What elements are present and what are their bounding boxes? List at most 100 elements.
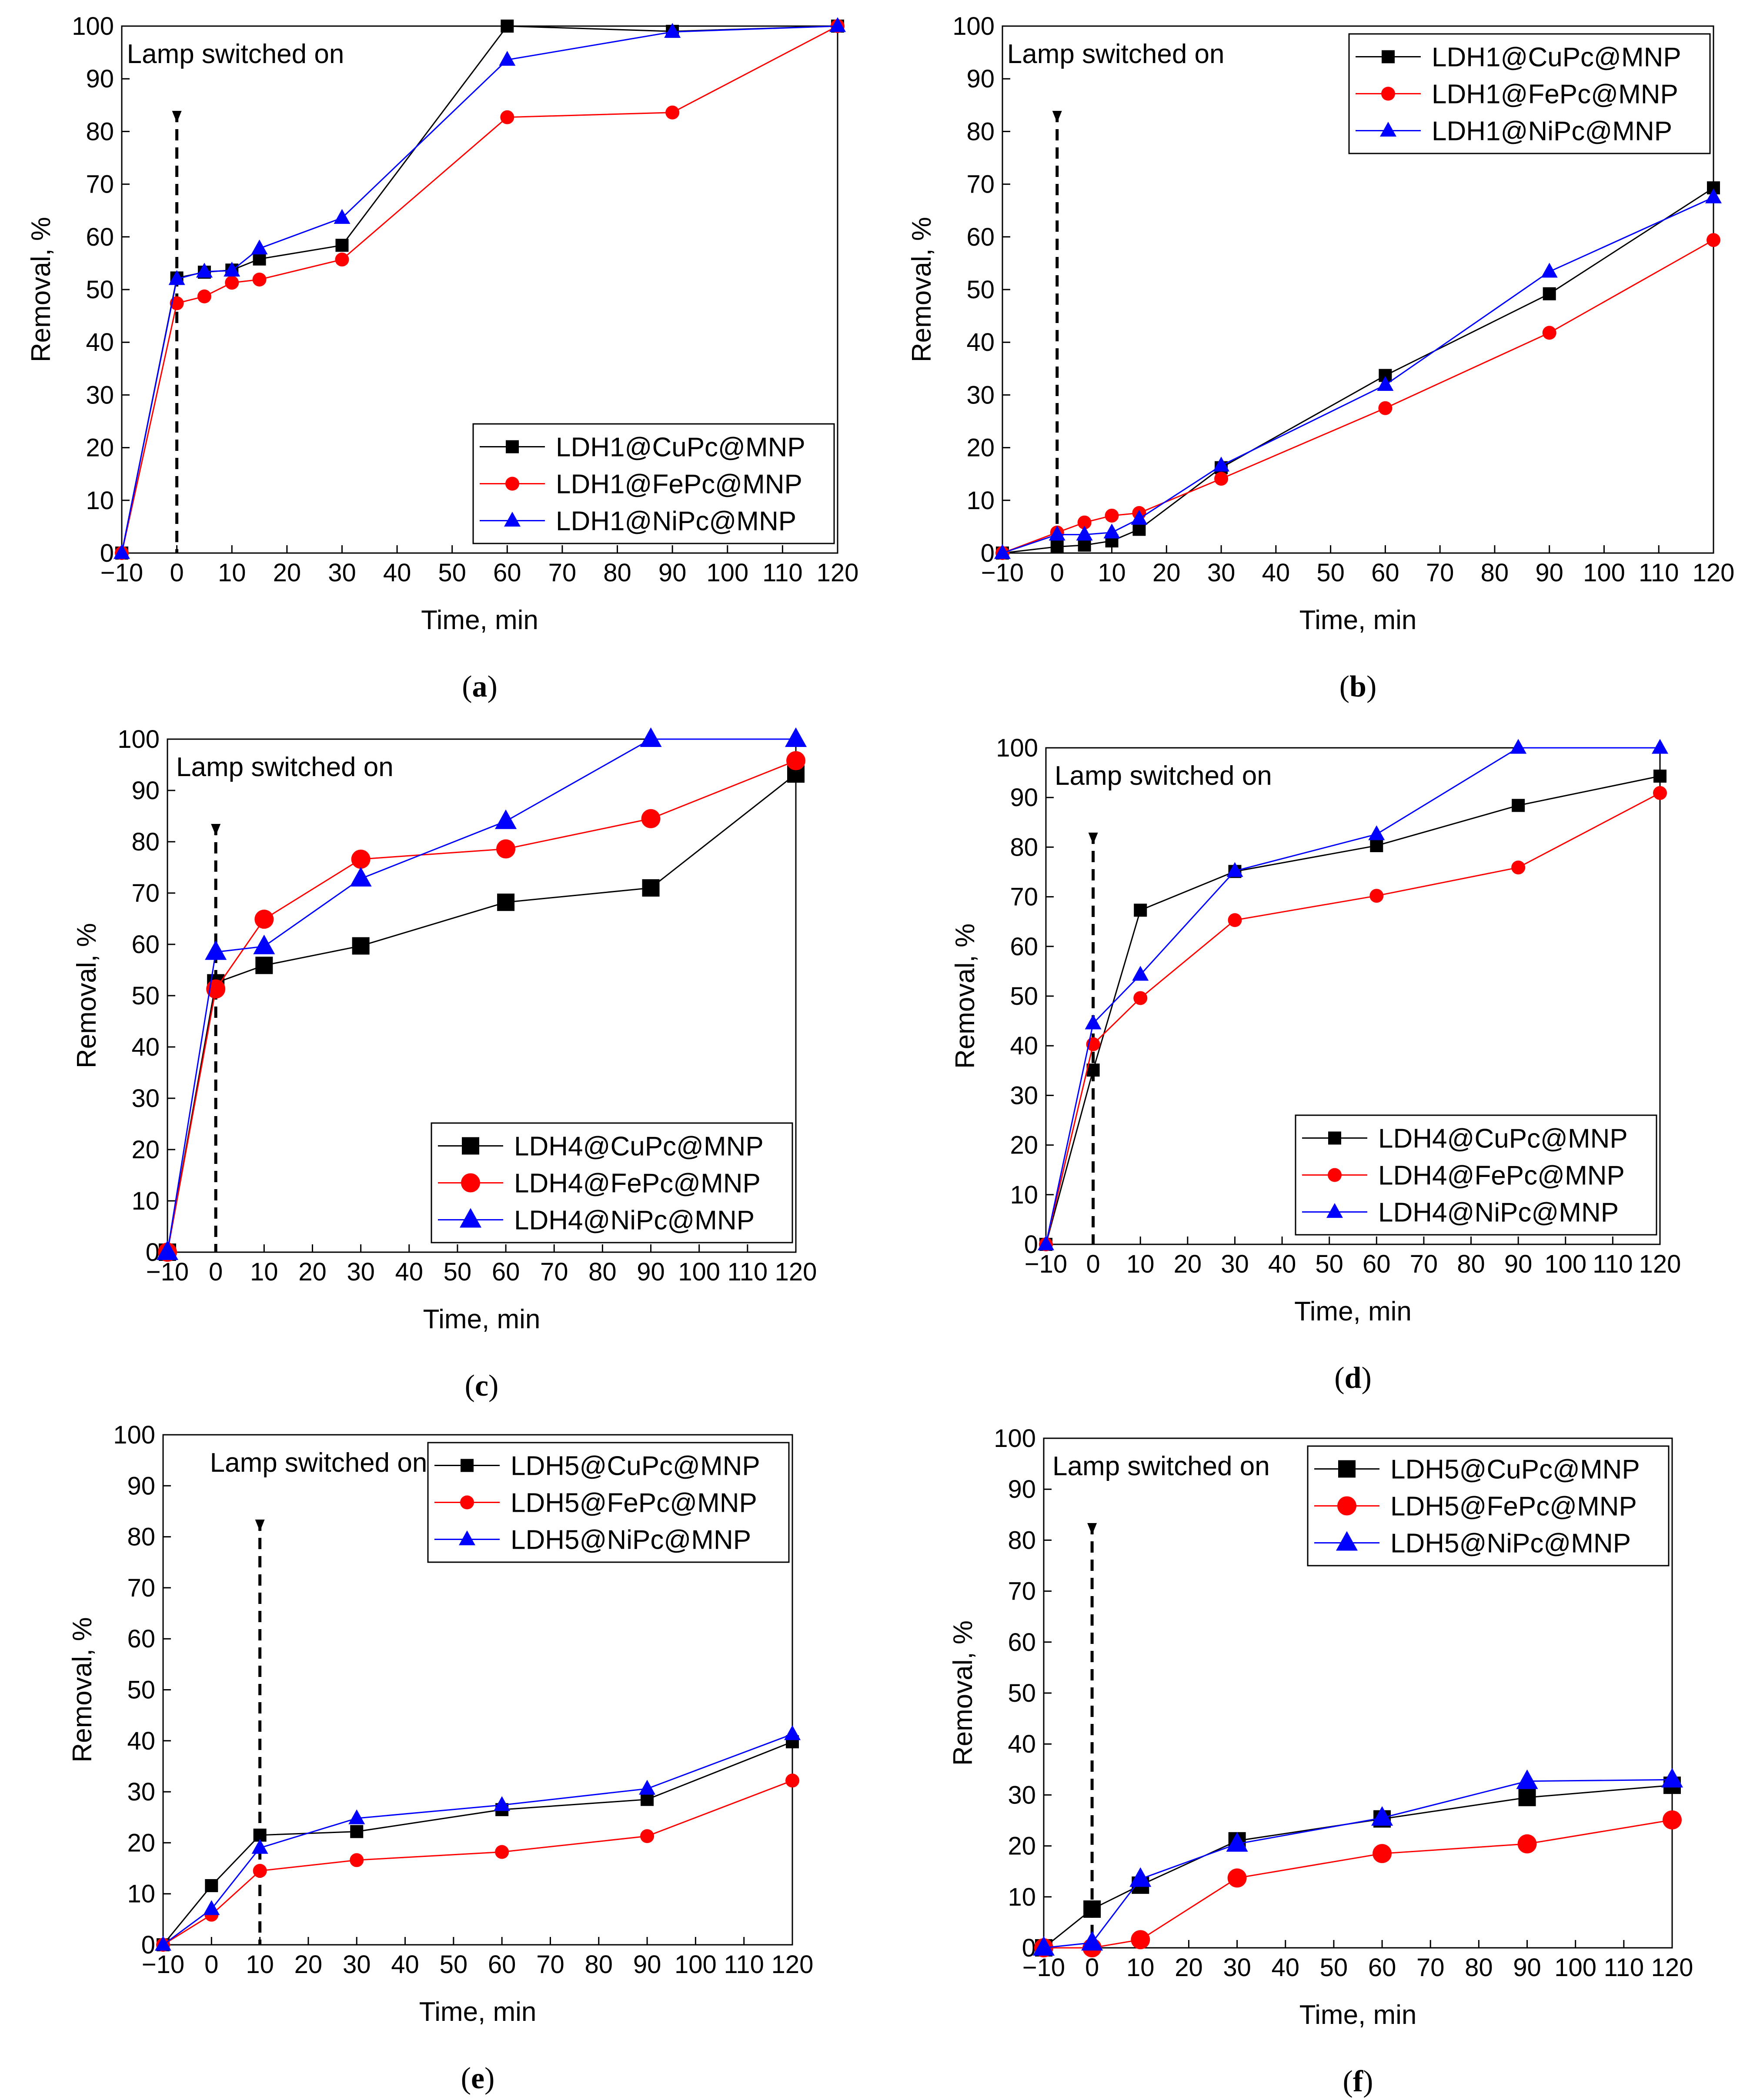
data-point (640, 1829, 655, 1843)
data-point (114, 544, 130, 559)
x-tick-label: 50 (1320, 1953, 1348, 1982)
x-tick-label: 100 (1554, 1953, 1596, 1982)
legend-entry: LDH4@FePc@MNP (1378, 1161, 1625, 1191)
data-point (500, 110, 514, 124)
x-tick-label: 90 (1513, 1953, 1541, 1982)
data-point (335, 239, 349, 252)
y-tick-label: 30 (127, 1778, 155, 1806)
legend-marker (1380, 121, 1396, 137)
series-line-1 (1002, 239, 1714, 554)
y-tick-label: 10 (127, 1880, 155, 1908)
data-point (784, 1725, 801, 1740)
x-tick-label: 110 (724, 1950, 764, 1979)
x-tick-label: 0 (1050, 559, 1064, 587)
x-tick-label: 90 (658, 559, 687, 587)
legend-marker (461, 1459, 474, 1472)
data-point (496, 839, 516, 859)
y-tick-label: 100 (952, 12, 995, 40)
data-point (786, 751, 805, 770)
y-tick-label: 0 (100, 539, 114, 567)
y-tick-label: 60 (131, 930, 160, 959)
lamp-label: Lamp switched on (210, 1448, 427, 1478)
y-tick-label: 10 (1008, 1883, 1036, 1911)
data-point (642, 879, 660, 897)
x-axis-label: Time, min (1299, 2000, 1417, 2030)
legend-entry: LDH5@CuPc@MNP (511, 1451, 760, 1481)
x-tick-label: 40 (1262, 559, 1290, 587)
data-point (225, 276, 239, 290)
x-tick-label: 90 (1535, 559, 1563, 587)
data-point (1368, 825, 1385, 840)
y-tick-label: 60 (1008, 1628, 1036, 1657)
data-point (350, 867, 372, 887)
x-tick-label: 60 (1363, 1250, 1391, 1278)
x-tick-label: 80 (588, 1258, 617, 1286)
data-point (1050, 540, 1064, 553)
data-point (1518, 1789, 1536, 1807)
y-tick-label: 40 (1010, 1032, 1038, 1060)
y-tick-label: 70 (86, 170, 114, 199)
chart-panel-f: −10 0 10 20 30 40 50 60 70 80 90 100 110 120010203040… (948, 1424, 1693, 2098)
data-point (1227, 1868, 1247, 1888)
data-point (1129, 1867, 1152, 1887)
legend-entry: LDH4@NiPc@MNP (1378, 1198, 1619, 1228)
panel-label: (b) (1339, 670, 1377, 703)
lamp-label: Lamp switched on (176, 752, 394, 782)
data-point (1081, 1931, 1103, 1951)
data-point (350, 1825, 364, 1838)
y-tick-label: 90 (966, 65, 995, 93)
x-tick-label: 30 (347, 1258, 375, 1286)
data-point (1661, 1768, 1683, 1788)
data-point (1033, 1936, 1055, 1956)
y-tick-label: 20 (86, 434, 114, 462)
data-point (494, 1796, 511, 1811)
x-tick-label: 30 (1223, 1953, 1251, 1982)
data-point (352, 937, 370, 955)
x-tick-label: 0 (1086, 1250, 1100, 1278)
x-tick-label: 30 (1221, 1250, 1249, 1278)
legend-marker (505, 477, 519, 491)
y-tick-label: 40 (1008, 1730, 1036, 1758)
y-tick-label: 50 (86, 276, 114, 304)
x-tick-label: 20 (1174, 1250, 1202, 1278)
y-tick-label: 0 (1022, 1934, 1036, 1962)
x-tick-label: 90 (637, 1258, 665, 1286)
x-tick-label: 40 (395, 1258, 424, 1286)
data-point (1103, 523, 1120, 539)
series-line-0 (162, 1741, 793, 1945)
panel-label: (a) (462, 670, 498, 703)
data-point (495, 1845, 509, 1859)
chart-panel-b: −10 0 10 20 30 40 50 60 70 80 90 100 110 120010203040… (907, 12, 1734, 703)
legend-marker (1381, 87, 1395, 101)
data-point (1542, 326, 1556, 340)
x-tick-label: 60 (1371, 559, 1399, 587)
y-tick-label: 100 (72, 12, 114, 40)
y-tick-label: 60 (1010, 933, 1038, 961)
y-tick-label: 40 (86, 328, 114, 357)
legend-entry: LDH1@CuPc@MNP (1432, 43, 1681, 73)
data-point (253, 934, 275, 954)
y-tick-label: 0 (981, 539, 995, 567)
y-tick-label: 20 (1008, 1832, 1036, 1860)
y-tick-label: 20 (1010, 1131, 1038, 1160)
lamp-label: Lamp switched on (1007, 39, 1225, 69)
x-tick-label: 40 (1272, 1953, 1300, 1982)
data-point (1543, 287, 1556, 300)
data-point (1517, 1834, 1537, 1853)
y-tick-label: 30 (1008, 1781, 1036, 1809)
chart-panel-c: −10 0 10 20 30 40 50 60 70 80 90 100 110 120010203040… (72, 725, 817, 1403)
legend-entry: LDH1@FePc@MNP (1432, 80, 1678, 110)
x-tick-label: −10 (1022, 1953, 1065, 1982)
x-axis-label: Time, min (419, 1997, 537, 2027)
x-tick-label: 120 (1639, 1250, 1681, 1278)
x-tick-label: 10 (1126, 1953, 1155, 1982)
x-tick-label: −10 (981, 559, 1024, 587)
data-point (1707, 233, 1720, 247)
lamp-label: Lamp switched on (1052, 1451, 1270, 1481)
series-line-2 (1002, 197, 1714, 554)
y-tick-label: 90 (1010, 783, 1038, 812)
x-tick-label: 100 (1544, 1250, 1586, 1278)
x-axis-label: Time, min (1294, 1297, 1412, 1327)
y-tick-label: 40 (127, 1727, 155, 1755)
data-point (1226, 862, 1243, 877)
